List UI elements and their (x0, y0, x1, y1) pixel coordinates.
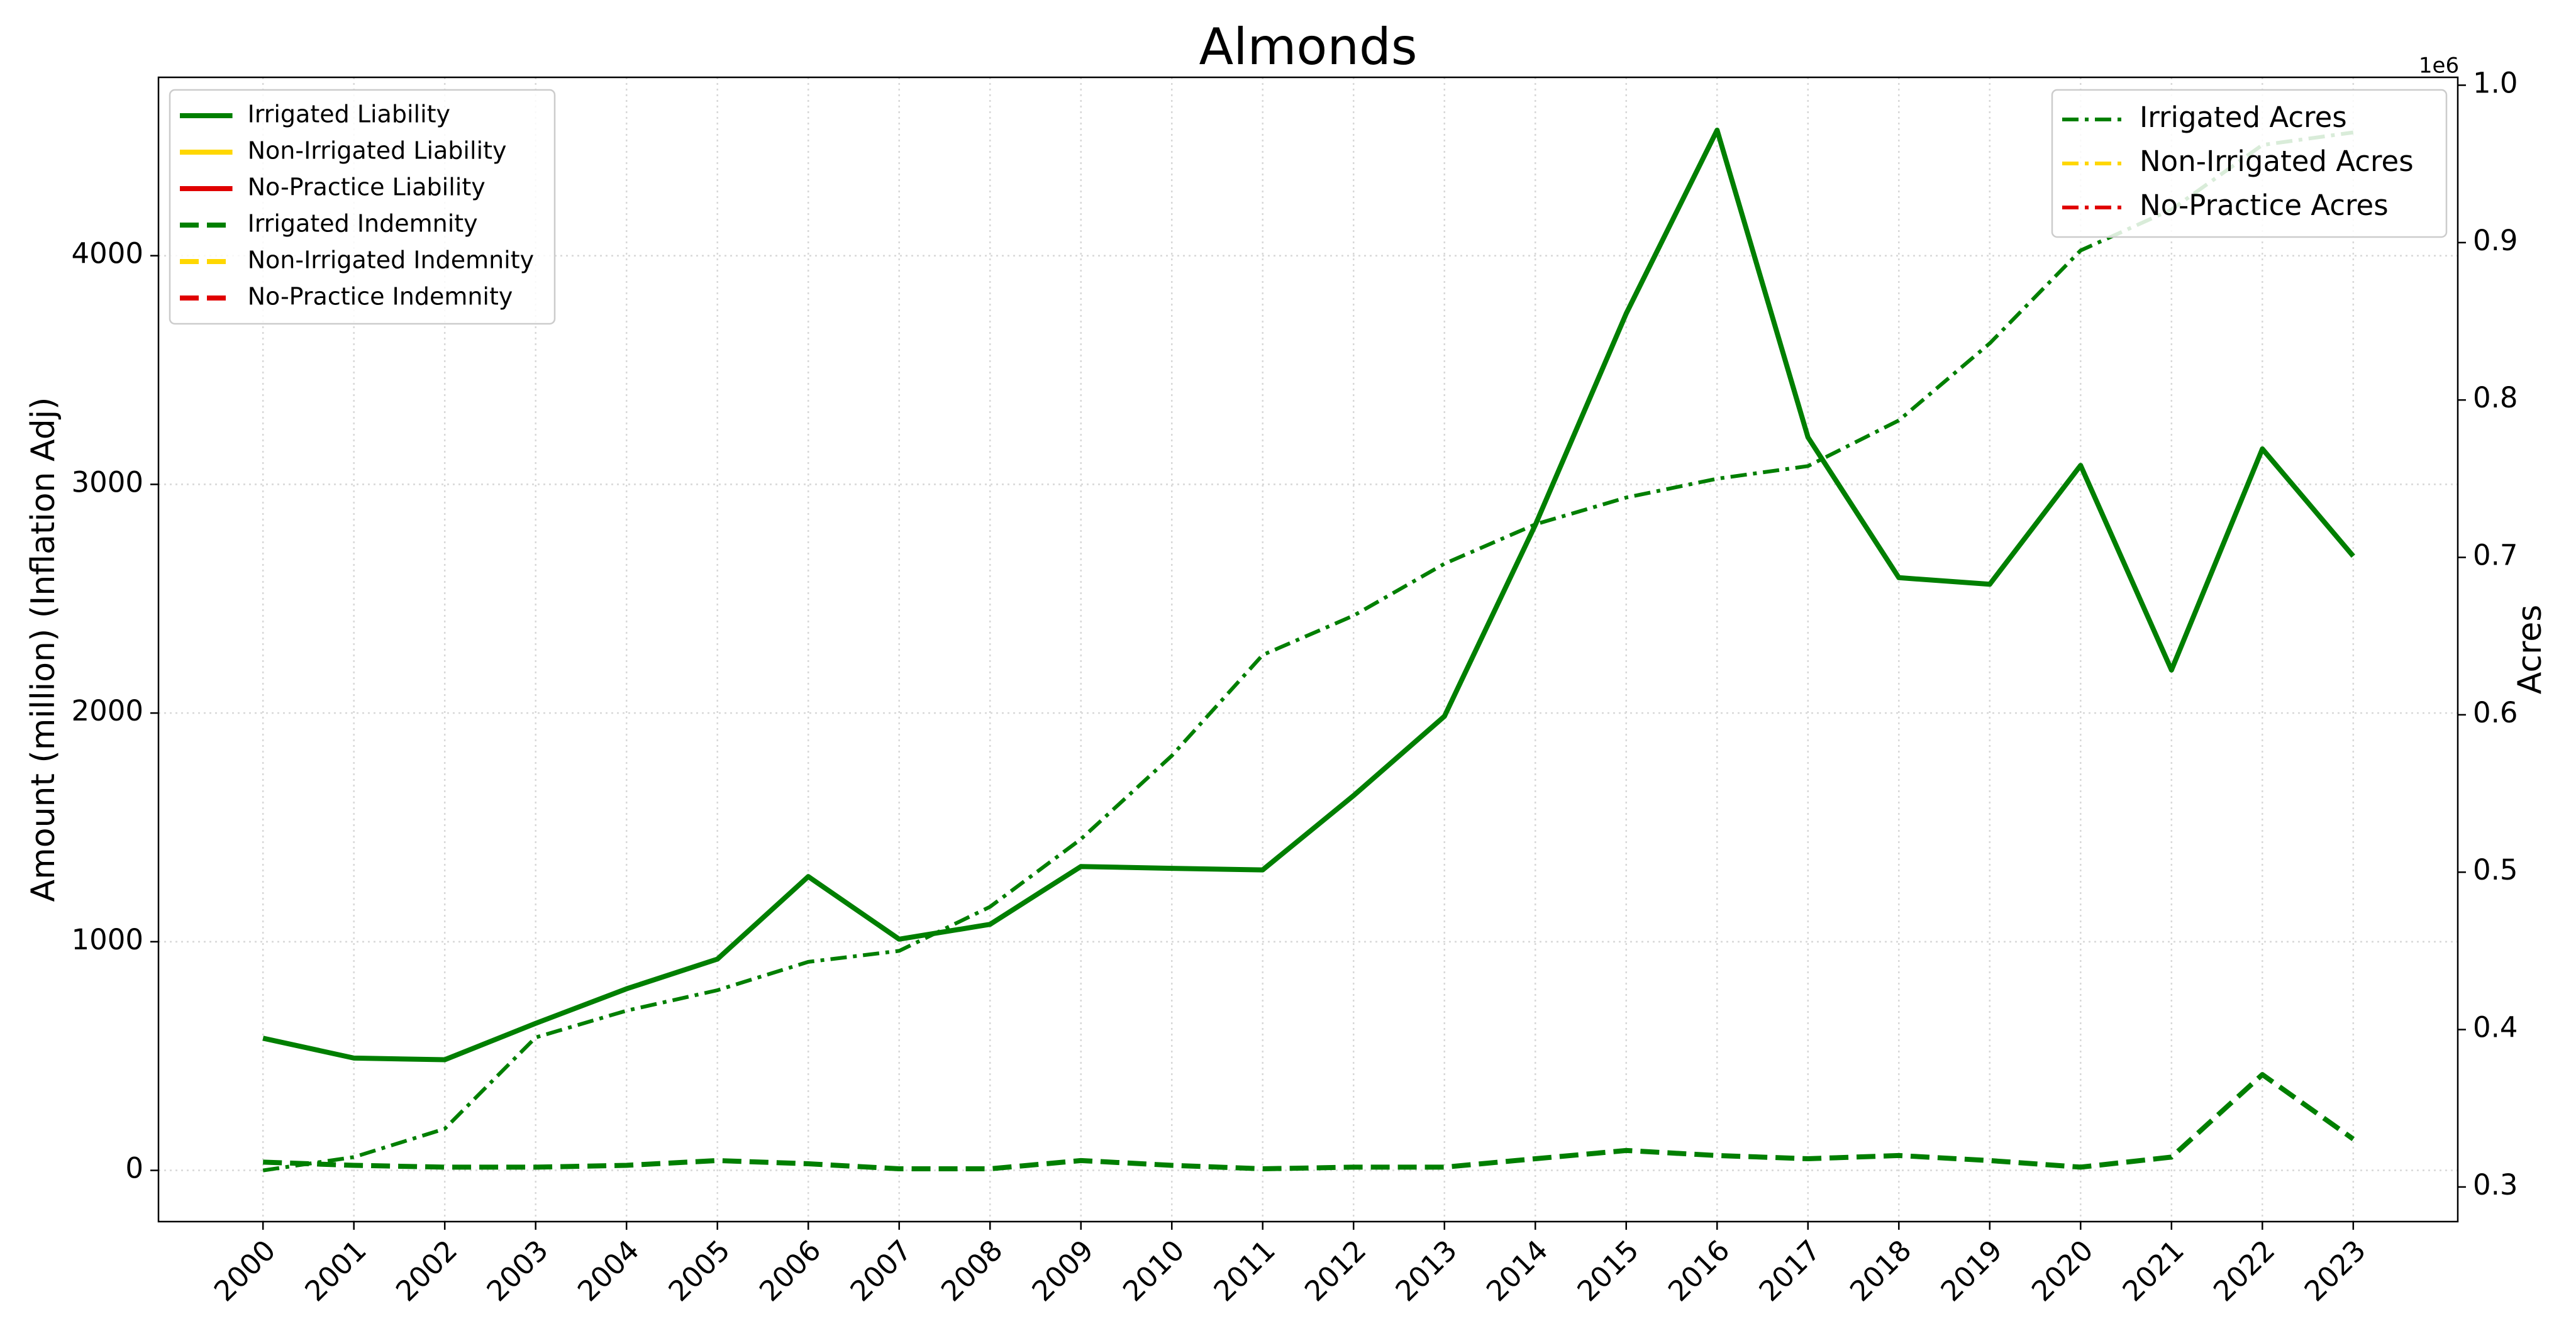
legend-label: No-Practice Acres (2140, 189, 2389, 222)
legend-label: No-Practice Liability (248, 174, 486, 201)
x-tick-label: 2023 (2298, 1234, 2372, 1308)
x-tick-label: 2020 (2025, 1234, 2099, 1308)
x-tick-label: 2018 (1843, 1234, 1918, 1308)
y2-offset-label: 1e6 (2419, 53, 2459, 79)
legend-label: Irrigated Liability (248, 101, 450, 128)
x-tick-label: 2002 (389, 1234, 464, 1308)
x-tick-label: 2013 (1389, 1234, 1463, 1308)
x-tick-label: 2011 (1208, 1234, 1282, 1308)
y2-tick-label: 1.0 (2473, 67, 2518, 100)
x-tick-label: 2007 (844, 1234, 918, 1308)
x-tick-label: 2022 (2207, 1234, 2281, 1308)
x-tick-label: 2000 (208, 1234, 282, 1308)
chart-title: Almonds (1199, 18, 1418, 76)
y2-tick-label: 0.3 (2473, 1168, 2518, 1201)
x-tick-label: 2005 (662, 1234, 736, 1308)
legend-label: Non-Irrigated Acres (2140, 145, 2414, 178)
legend-label: No-Practice Indemnity (248, 283, 513, 311)
legend-box (169, 89, 556, 325)
x-tick-label: 2021 (2116, 1234, 2190, 1308)
y2-axis-label: Acres (2511, 605, 2549, 695)
y-tick-label: 2000 (71, 694, 143, 727)
legend: Irrigated Liability Non-Irrigated Liabili… (169, 89, 556, 325)
x-tick-label: 2009 (1026, 1234, 1100, 1308)
legend: Irrigated Acres Non-Irrigated Acres No-Pra… (2051, 89, 2448, 238)
y-tick-label: 0 (125, 1152, 143, 1185)
y-tick-label: 1000 (71, 923, 143, 956)
x-tick-label: 2019 (1935, 1234, 2009, 1308)
x-tick-label: 2003 (480, 1234, 555, 1308)
y2-tick-label: 0.5 (2473, 853, 2518, 886)
x-tick-label: 2012 (1298, 1234, 1372, 1308)
y2-tick-label: 0.7 (2473, 539, 2518, 572)
y-axis-label: Amount (million) (Inflation Adj) (25, 397, 62, 902)
legend-label: Irrigated Acres (2140, 101, 2347, 134)
x-tick-label: 2004 (571, 1234, 645, 1308)
x-tick-label: 2010 (1116, 1234, 1191, 1308)
x-tick-label: 2001 (298, 1234, 372, 1308)
plot-frame (157, 76, 2459, 1223)
legend-label: Irrigated Indemnity (248, 210, 478, 238)
x-tick-label: 2016 (1662, 1234, 1736, 1308)
x-tick-label: 2017 (1753, 1234, 1827, 1308)
legend-label: Non-Irrigated Liability (248, 137, 507, 165)
y2-tick-label: 0.9 (2473, 224, 2518, 257)
x-tick-label: 2015 (1571, 1234, 1645, 1308)
y-tick-label: 4000 (71, 237, 143, 270)
series-line (262, 130, 2354, 1173)
series-line (262, 128, 2355, 1063)
legend-label: Non-Irrigated Indemnity (248, 246, 535, 274)
x-tick-label: 2008 (935, 1234, 1009, 1308)
y2-tick-label: 0.4 (2473, 1011, 2518, 1044)
y2-tick-label: 0.8 (2473, 381, 2518, 414)
y-tick-label: 3000 (71, 465, 143, 499)
legend-box (2051, 89, 2448, 238)
series-line (263, 1072, 2355, 1171)
x-tick-label: 2014 (1480, 1234, 1554, 1308)
y2-tick-label: 0.6 (2473, 696, 2518, 729)
x-tick-label: 2006 (753, 1234, 827, 1308)
